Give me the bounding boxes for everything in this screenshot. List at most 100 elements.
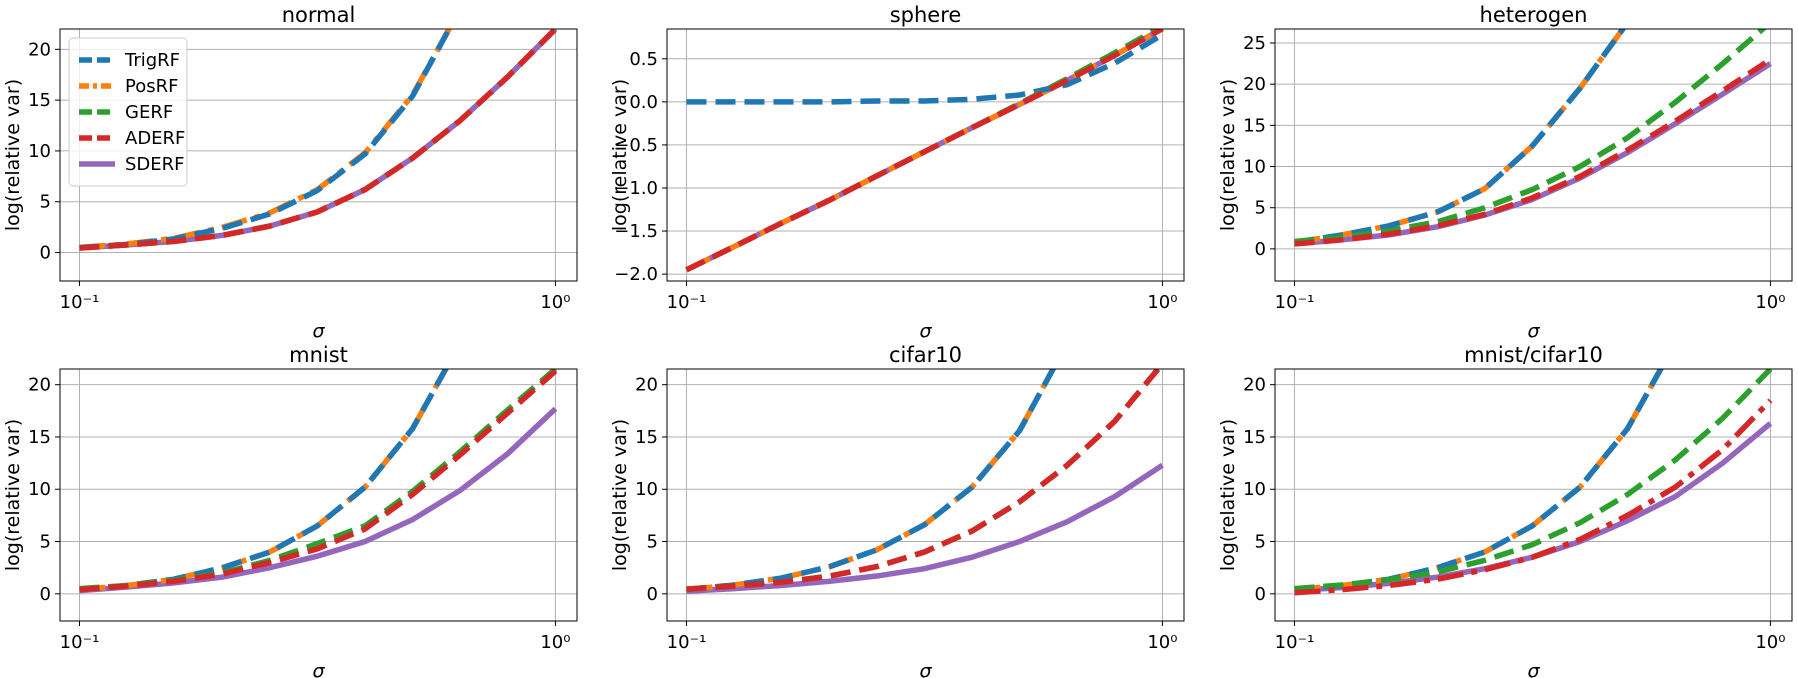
y-tick-label: 20 <box>635 375 658 396</box>
series-line <box>686 32 1164 105</box>
y-tick-label: 10 <box>28 141 51 162</box>
series-line <box>1294 369 1664 593</box>
axes-frame <box>59 28 578 282</box>
y-tick-label: 25 <box>1243 33 1266 54</box>
y-tick-label: 15 <box>635 427 658 448</box>
y-tick-label: 15 <box>1243 115 1266 136</box>
subplot-title: mnist/cifar10 <box>1464 343 1603 367</box>
y-tick-label: 10 <box>1243 157 1266 178</box>
x-tick-label: 10⁰ <box>1755 292 1785 313</box>
x-axis-label: σ <box>312 320 325 342</box>
subplot-title: heterogen <box>1480 3 1588 27</box>
x-tick-label: 10⁻¹ <box>60 632 100 653</box>
y-tick-label: 5 <box>1255 532 1266 553</box>
legend-label: PosRF <box>125 76 178 97</box>
series-line <box>686 369 1162 592</box>
y-tick-label: −0.5 <box>614 135 658 156</box>
y-tick-label: 20 <box>1243 74 1266 95</box>
x-tick-label: 10⁻¹ <box>60 292 100 313</box>
legend-box <box>68 37 188 187</box>
y-tick-label: 0.5 <box>629 49 658 70</box>
series-line <box>79 406 558 594</box>
series-line <box>1294 57 1772 247</box>
legend: TrigRF PosRF GERF ADERF SDERF <box>68 37 188 187</box>
x-tick-label: 10⁰ <box>1147 292 1177 313</box>
subplot-title: cifar10 <box>889 343 962 367</box>
y-tick-label: −1.5 <box>614 221 658 242</box>
x-tick-label: 10⁻¹ <box>1275 632 1315 653</box>
y-tick-label: 5 <box>40 532 51 553</box>
y-axis-label: log(relative var) <box>2 79 24 231</box>
subplot-title: normal <box>282 3 356 27</box>
series-line <box>1294 29 1768 245</box>
subplot: 0 5 10 15 20 10⁻¹ 10⁰ normal σ log(relative var) T… <box>2 3 578 342</box>
x-axis-label: σ <box>312 660 325 678</box>
legend-label: GERF <box>125 102 173 123</box>
series-line <box>686 462 1164 594</box>
subplot-title: mnist <box>289 343 348 367</box>
series-line <box>686 369 1057 593</box>
legend-label: SDERF <box>125 154 185 175</box>
y-axis-label: log(relative var) <box>609 79 631 231</box>
x-axis-label: σ <box>1527 660 1540 678</box>
y-tick-label: 0 <box>647 584 658 605</box>
y-tick-label: 0 <box>1255 239 1266 260</box>
x-tick-label: 10⁰ <box>1147 632 1177 653</box>
y-tick-label: 20 <box>1243 375 1266 396</box>
axes-frame <box>59 368 578 622</box>
legend-label: ADERF <box>125 128 185 149</box>
y-axis-label: log(relative var) <box>1217 79 1239 231</box>
y-tick-label: 0.0 <box>629 92 658 113</box>
y-tick-label: 5 <box>1255 198 1266 219</box>
y-tick-label: 5 <box>40 192 51 213</box>
subplot: 0 5 10 15 20 10⁻¹ 10⁰ mnist σ log(relative var) <box>2 343 578 678</box>
y-axis-label: log(relative var) <box>2 419 24 571</box>
x-axis-label: σ <box>919 320 932 342</box>
legend-label: TrigRF <box>124 50 180 71</box>
subplot: −2.0 −1.5 −1.0 −0.5 0.0 0.5 10⁻¹ 10⁰ sphere σ log(… <box>609 3 1185 342</box>
axes-frame <box>1274 368 1793 622</box>
subplot: 0 5 10 15 20 10⁻¹ 10⁰ cifar10 σ log(relative var) <box>609 343 1185 678</box>
y-tick-label: 0 <box>40 584 51 605</box>
x-axis-label: σ <box>919 660 932 678</box>
x-tick-label: 10⁰ <box>540 292 570 313</box>
y-tick-label: 15 <box>1243 427 1266 448</box>
y-axis-label: log(relative var) <box>1217 419 1239 571</box>
axes-frame <box>666 368 1185 622</box>
y-axis-label: log(relative var) <box>609 419 631 571</box>
y-tick-label: 20 <box>28 375 51 396</box>
x-tick-label: 10⁻¹ <box>1275 292 1315 313</box>
series-line <box>1294 61 1772 247</box>
y-tick-label: 0 <box>1255 584 1266 605</box>
x-axis-label: σ <box>1527 320 1540 342</box>
y-tick-label: 10 <box>635 479 658 500</box>
series-line <box>1294 29 1627 246</box>
subplot: 0 5 10 15 20 25 10⁻¹ 10⁰ heterogen σ log(relative … <box>1217 3 1793 342</box>
x-tick-label: 10⁻¹ <box>667 632 707 653</box>
series-line <box>685 29 1164 273</box>
series-line <box>79 369 558 593</box>
series-line <box>79 369 449 593</box>
y-tick-label: 10 <box>1243 479 1266 500</box>
y-tick-label: −1.0 <box>614 178 658 199</box>
y-tick-label: 15 <box>28 427 51 448</box>
series-line <box>1294 398 1773 596</box>
series-line <box>79 29 453 251</box>
x-tick-label: 10⁰ <box>540 632 570 653</box>
subplot: 0 5 10 15 20 10⁻¹ 10⁰ mnist/cifar10 σ log(relativ… <box>1217 343 1793 678</box>
series-line <box>1294 369 1773 592</box>
x-tick-label: 10⁰ <box>1755 632 1785 653</box>
series-line <box>1294 421 1773 594</box>
x-tick-label: 10⁻¹ <box>667 292 707 313</box>
series-line <box>686 369 1162 592</box>
axes-frame <box>1274 28 1793 282</box>
y-tick-label: 15 <box>28 90 51 111</box>
axes-frame <box>666 28 1185 282</box>
y-tick-label: 20 <box>28 39 51 60</box>
subplot-title: sphere <box>890 3 962 27</box>
y-tick-label: 10 <box>28 479 51 500</box>
y-tick-label: 0 <box>40 243 51 264</box>
y-tick-label: 5 <box>647 532 658 553</box>
series-line <box>1294 29 1627 246</box>
